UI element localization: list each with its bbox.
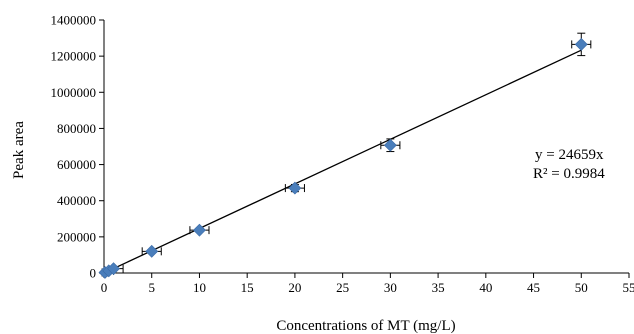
y-tick-label: 600000: [57, 157, 96, 172]
x-tick-label: 15: [241, 280, 254, 295]
x-tick-label: 5: [148, 280, 155, 295]
x-tick-label: 40: [479, 280, 492, 295]
x-tick-label: 20: [288, 280, 301, 295]
y-tick-label: 1400000: [51, 13, 97, 28]
data-point-marker: [383, 138, 397, 152]
x-tick-label: 10: [193, 280, 206, 295]
y-axis-ticks: 0 200000 400000 600000 800000 1000000 1200000 1…: [51, 13, 104, 281]
y-tick-label: 400000: [57, 193, 96, 208]
y-tick-label: 1200000: [51, 49, 97, 64]
y-tick-label: 1000000: [51, 85, 97, 100]
x-tick-label: 25: [336, 280, 349, 295]
y-tick-label: 0: [90, 266, 97, 281]
x-tick-label: 0: [101, 280, 108, 295]
trendline: [103, 49, 582, 274]
y-tick-label: 800000: [57, 121, 96, 136]
y-axis-title: Peak area: [11, 121, 27, 179]
x-axis-title: Concentrations of MT (mg/L): [276, 318, 455, 334]
x-tick-label: 30: [384, 280, 397, 295]
data-point-marker: [145, 244, 159, 258]
data-point-marker: [288, 181, 302, 195]
r-squared-label: R² = 0.9984: [533, 166, 605, 182]
x-tick-label: 55: [623, 280, 634, 295]
x-tick-label: 35: [432, 280, 445, 295]
data-point-marker: [574, 37, 588, 51]
data-points: [98, 37, 588, 279]
trendline-equation: y = 24659x: [535, 147, 604, 163]
x-axis-ticks: 0 5 10 15 20 25 30 35 40 45 50 55: [101, 273, 634, 295]
y-tick-label: 200000: [57, 229, 96, 244]
x-tick-label: 45: [527, 280, 540, 295]
x-tick-label: 50: [575, 280, 588, 295]
data-point-marker: [193, 223, 206, 237]
data-point-marker: [107, 262, 120, 276]
